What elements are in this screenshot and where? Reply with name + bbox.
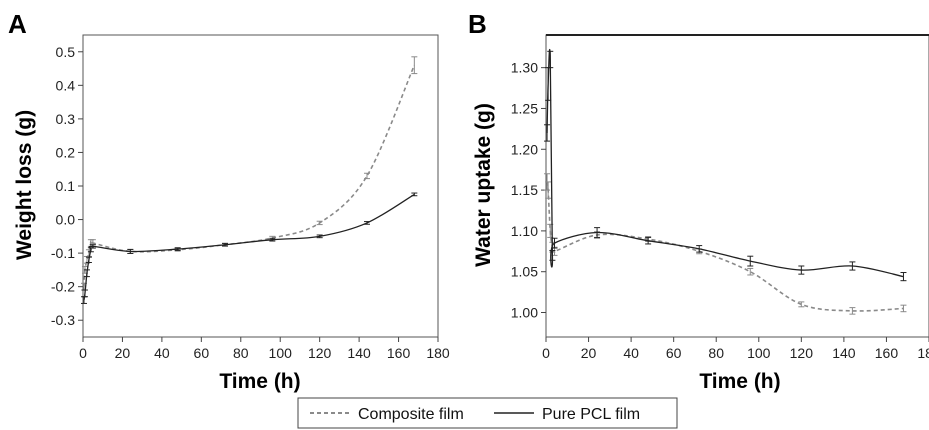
error-bar <box>411 56 418 75</box>
legend: Composite film Pure PCL film <box>297 397 678 429</box>
y-tick-label: 1.25 <box>511 100 538 116</box>
error-bar <box>645 236 652 245</box>
y-tick-label: 1.15 <box>511 182 538 198</box>
error-bar <box>80 296 87 304</box>
error-bar <box>747 255 754 267</box>
panel-b-ylabel: Water uptake (g) <box>472 103 495 267</box>
panel-b: B 0 20 40 60 80 100 120 140 160 180 1.00 1.05 1.10 1.… <box>468 9 929 393</box>
error-bar <box>747 267 754 276</box>
x-tick-label: 60 <box>194 345 210 361</box>
y-tick-label: -0.3 <box>51 312 75 328</box>
error-bar <box>551 237 558 249</box>
y-tick-label: 0.3 <box>56 111 76 127</box>
error-bar <box>900 272 907 282</box>
x-tick-label: 0 <box>79 345 87 361</box>
y-tick-label: 0.2 <box>56 144 76 160</box>
error-bar <box>83 269 90 278</box>
legend-pcl-label: Pure PCL film <box>542 406 640 423</box>
error-bar <box>364 172 370 180</box>
error-bar <box>89 244 96 249</box>
panel-b-ticks: 0 20 40 60 80 100 120 140 160 180 1.00 1.05 1.10 1.15… <box>511 34 929 361</box>
series-line <box>546 49 904 278</box>
panel-a: A 0 20 40 60 80 100 120 140 160 180 -0.3 -0.2 -0.1 0.… <box>8 9 450 393</box>
x-tick-label: 0 <box>542 345 550 361</box>
error-bar <box>316 220 323 226</box>
error-bar <box>127 248 134 254</box>
x-tick-label: 20 <box>115 345 131 361</box>
error-bar <box>411 192 418 197</box>
panel-a-ylabel: Weight loss (g) <box>13 110 36 260</box>
y-tick-label: 1.05 <box>511 264 538 280</box>
panel-b-letter: B <box>468 9 487 39</box>
y-tick-label: -0.1 <box>51 245 75 261</box>
x-tick-label: 140 <box>832 345 856 361</box>
y-tick-label: 1.00 <box>511 305 538 321</box>
legend-composite-label: Composite film <box>358 406 464 423</box>
x-tick-label: 40 <box>623 345 639 361</box>
error-bar <box>549 249 556 261</box>
y-tick-label: 0.5 <box>56 44 76 60</box>
error-bar <box>316 234 323 239</box>
panel-b-marks <box>544 49 907 315</box>
x-tick-label: 120 <box>790 345 814 361</box>
error-bar <box>849 261 856 271</box>
x-tick-label: 40 <box>154 345 170 361</box>
x-tick-label: 80 <box>233 345 249 361</box>
y-tick-label: 0.4 <box>56 77 76 93</box>
error-bar <box>900 304 907 313</box>
x-tick-label: 180 <box>917 345 929 361</box>
y-tick-label: 1.30 <box>511 60 538 76</box>
y-tick-label: 1.10 <box>511 223 538 239</box>
error-bar <box>544 124 551 142</box>
x-tick-label: 160 <box>387 345 411 361</box>
x-tick-label: 100 <box>269 345 293 361</box>
error-bar <box>545 181 552 199</box>
panel-a-frame <box>82 34 439 338</box>
error-bar <box>364 221 370 225</box>
series-line <box>83 64 416 287</box>
error-bar <box>85 256 92 264</box>
error-bar <box>594 227 601 238</box>
error-bar <box>547 50 554 69</box>
x-tick-label: 20 <box>581 345 597 361</box>
error-bar <box>174 247 181 251</box>
error-bar <box>798 265 805 275</box>
series-line <box>546 181 904 312</box>
y-tick-label: -0.2 <box>51 279 75 295</box>
legend-box <box>297 397 678 429</box>
x-tick-label: 80 <box>708 345 724 361</box>
y-tick-label: 1.20 <box>511 141 538 157</box>
y-tick-label: 0.1 <box>56 178 76 194</box>
error-bar <box>696 245 703 253</box>
panel-a-letter: A <box>8 9 27 39</box>
x-tick-label: 120 <box>308 345 332 361</box>
x-tick-label: 60 <box>666 345 682 361</box>
error-bar <box>798 301 805 308</box>
panel-a-ticks: 0 20 40 60 80 100 120 140 160 180 -0.3 -0.2 -0.1 0.0 0… <box>51 44 450 361</box>
error-bar <box>222 242 228 247</box>
x-tick-label: 160 <box>875 345 899 361</box>
panel-a-xlabel: Time (h) <box>219 370 300 393</box>
error-bar <box>269 237 276 242</box>
x-tick-label: 100 <box>747 345 771 361</box>
error-bar <box>849 307 856 315</box>
panel-a-marks <box>80 56 418 304</box>
series-line <box>83 193 415 301</box>
panel-b-xlabel: Time (h) <box>699 370 780 393</box>
panel-b-frame <box>545 34 929 338</box>
x-tick-label: 140 <box>347 345 371 361</box>
x-tick-label: 180 <box>426 345 450 361</box>
y-tick-label: 0.0 <box>56 212 76 228</box>
error-bar <box>81 289 88 298</box>
